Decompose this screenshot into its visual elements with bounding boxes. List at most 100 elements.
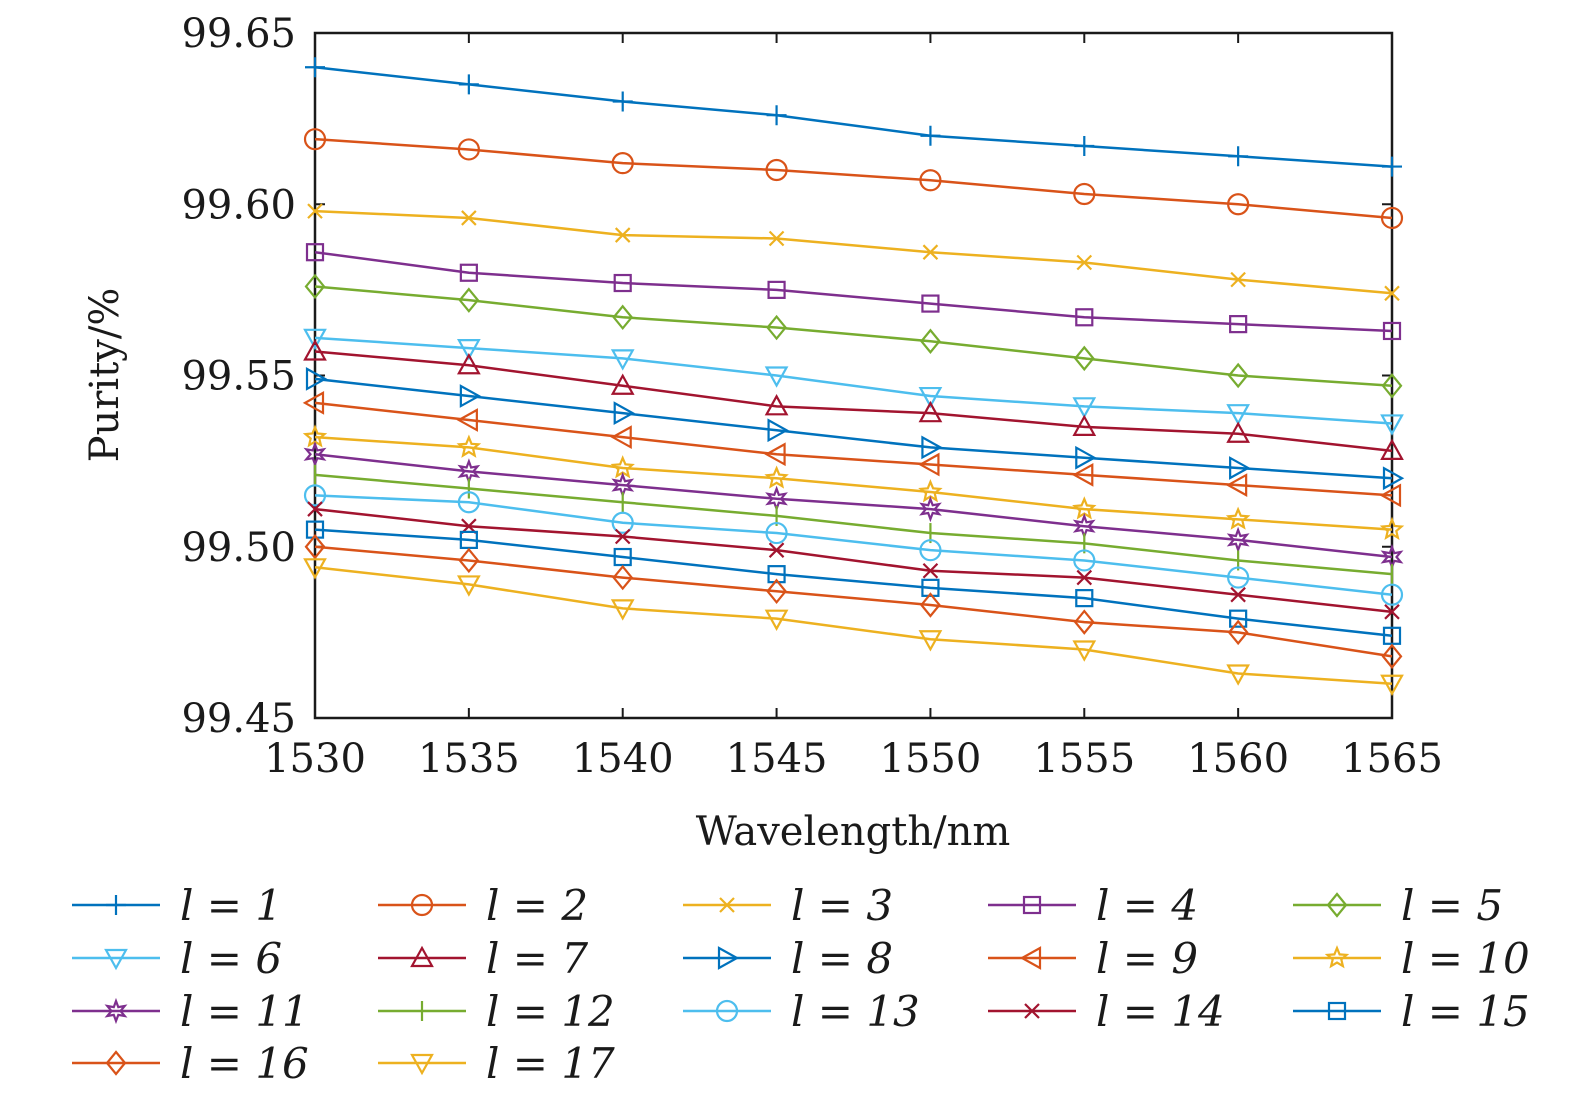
triangle-up-marker xyxy=(764,394,789,416)
diamond-marker xyxy=(612,304,634,331)
legend-item: l = 6 xyxy=(72,934,282,983)
series-line xyxy=(314,137,1393,220)
x-marker xyxy=(614,227,631,243)
circle-marker xyxy=(765,521,788,545)
series-line xyxy=(314,209,1393,295)
diamond-marker xyxy=(920,328,941,354)
square-marker xyxy=(1229,315,1248,334)
square-marker xyxy=(459,263,478,282)
diamond-marker xyxy=(1073,609,1095,635)
triangle-up-marker xyxy=(1072,414,1097,436)
triangle-down-marker xyxy=(1380,674,1404,697)
square-marker xyxy=(1022,895,1042,915)
triangle-right-marker xyxy=(1075,445,1097,470)
plus-marker xyxy=(1382,156,1402,177)
plot-area: 1530 1535 1540 1545 1550 1555 1560 1565 99.45 99.… xyxy=(181,11,1442,782)
legend-label: l = 3 xyxy=(791,881,893,930)
diamond-marker xyxy=(304,273,326,300)
legend-item: l = 15 xyxy=(1293,987,1530,1036)
series-line xyxy=(314,453,1393,559)
series-line xyxy=(314,250,1393,333)
legend-label: l = 15 xyxy=(1401,987,1530,1036)
series-9 xyxy=(302,391,1402,508)
circle-marker xyxy=(1073,182,1096,206)
square-marker xyxy=(613,273,632,293)
square-marker xyxy=(921,294,940,313)
x-tick-label: 1555 xyxy=(1033,736,1135,782)
triangle-left-marker xyxy=(1019,946,1042,970)
x-axis-label: Wavelength/nm xyxy=(696,809,1011,855)
legend-label: l = 12 xyxy=(486,987,615,1036)
circle-marker xyxy=(410,893,434,917)
triangle-up-marker xyxy=(1380,438,1404,460)
x-tick-label: 1540 xyxy=(572,736,674,782)
triangle-down-marker xyxy=(764,366,789,388)
y-tick-label: 99.45 xyxy=(181,696,296,742)
legend-label: l = 9 xyxy=(1096,934,1198,983)
legend-item: l = 11 xyxy=(72,987,309,1036)
x-marker xyxy=(1076,569,1093,586)
square-marker xyxy=(1382,321,1402,341)
series-3 xyxy=(307,203,1400,302)
triangle-down-marker xyxy=(610,599,635,621)
triangle-down-marker xyxy=(1226,664,1251,686)
legend-item: l = 10 xyxy=(1293,934,1530,983)
x-marker xyxy=(719,897,735,913)
diamond-marker xyxy=(920,592,941,618)
series-7 xyxy=(303,339,1404,460)
y-tick-label: 99.50 xyxy=(181,525,296,571)
x-tick-label: 1565 xyxy=(1341,736,1443,782)
plus-marker xyxy=(1074,136,1095,157)
circle-marker xyxy=(1227,566,1250,589)
triangle-right-marker xyxy=(767,418,789,443)
triangle-down-marker xyxy=(610,349,635,371)
x-marker xyxy=(461,210,477,226)
legend-label: l = 10 xyxy=(1401,934,1530,983)
triangle-down-marker xyxy=(764,609,789,631)
legend-label: l = 14 xyxy=(1096,987,1225,1036)
series-17 xyxy=(303,558,1404,697)
triangle-down-marker xyxy=(456,339,481,361)
triangle-down-marker xyxy=(1380,414,1404,436)
x-marker xyxy=(922,244,939,260)
circle-marker xyxy=(611,152,634,175)
x-marker xyxy=(1384,285,1400,302)
circle-marker xyxy=(919,169,942,192)
square-marker xyxy=(305,520,325,539)
legend-label: l = 13 xyxy=(791,987,920,1036)
x-marker xyxy=(1230,271,1246,288)
circle-marker xyxy=(1380,206,1404,230)
legend-item: l = 16 xyxy=(72,1039,309,1088)
circle-marker xyxy=(303,128,327,151)
triangle-up-marker xyxy=(456,352,481,375)
triangle-right-marker xyxy=(717,946,740,970)
triangle-left-marker xyxy=(918,452,940,477)
y-tick-label: 99.65 xyxy=(181,11,296,57)
triangle-up-marker xyxy=(303,339,327,361)
legend-item: l = 3 xyxy=(683,881,893,930)
series-line xyxy=(314,566,1393,685)
diamond-marker xyxy=(1381,643,1403,670)
circle-marker xyxy=(1073,549,1096,572)
legend-label: l = 8 xyxy=(791,934,893,983)
series-line xyxy=(314,435,1393,531)
legend-label: l = 2 xyxy=(486,881,588,930)
square-marker xyxy=(767,565,786,584)
triangle-right-marker xyxy=(305,367,328,391)
series-line xyxy=(314,66,1393,168)
hexagram-marker xyxy=(919,495,942,523)
triangle-right-marker xyxy=(921,435,943,460)
triangle-down-marker xyxy=(1072,397,1097,419)
triangle-left-marker xyxy=(302,391,325,415)
pentagram-marker xyxy=(1225,506,1251,530)
triangle-left-marker xyxy=(1225,473,1248,497)
series-line xyxy=(314,473,1393,576)
legend-item: l = 17 xyxy=(378,1039,615,1088)
x-marker xyxy=(1384,604,1400,620)
legend-item: l = 1 xyxy=(72,881,282,930)
x-marker xyxy=(1024,1003,1040,1019)
x-tick-label: 1545 xyxy=(726,736,828,782)
x-marker xyxy=(768,542,785,558)
triangle-right-marker xyxy=(459,384,482,408)
